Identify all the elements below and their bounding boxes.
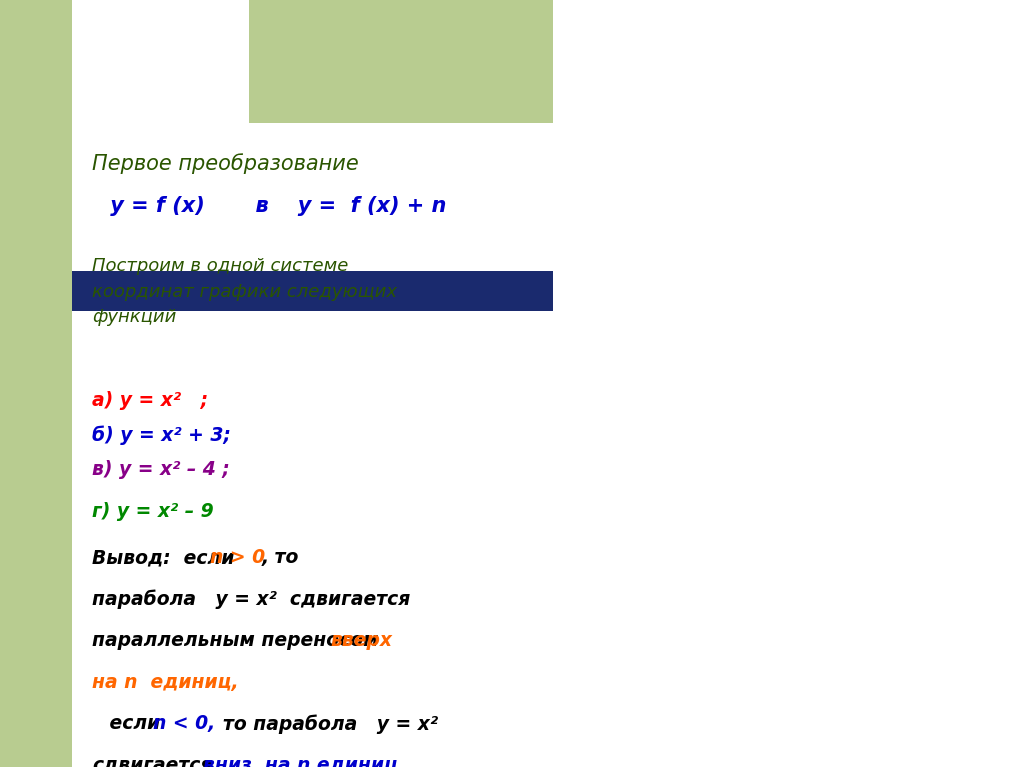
Text: n < 0,: n < 0, xyxy=(153,714,215,733)
Text: парабола   y = x²  сдвигается: парабола y = x² сдвигается xyxy=(92,590,411,610)
Text: -2: -2 xyxy=(758,446,770,459)
Text: 2: 2 xyxy=(762,304,770,317)
Text: если: если xyxy=(102,714,160,733)
Text: б) y = x² + 3;: б) y = x² + 3; xyxy=(92,426,231,446)
Text: 4: 4 xyxy=(955,390,964,403)
Text: y = f (x)       в    y =  f (x) + n: y = f (x) в y = f (x) + n xyxy=(102,196,446,216)
Text: 5: 5 xyxy=(1001,390,1010,403)
Text: Первое преобразование: Первое преобразование xyxy=(92,153,359,174)
Text: Построим в одной системе
координат графики следующих
функций: Построим в одной системе координат графи… xyxy=(92,257,397,326)
Text: параллельным переносом: параллельным переносом xyxy=(92,631,379,650)
Text: 9: 9 xyxy=(762,54,770,67)
Text: -3: -3 xyxy=(631,390,643,403)
Text: 1: 1 xyxy=(762,339,770,352)
Text: Вывод:  если: Вывод: если xyxy=(92,548,234,568)
Text: -7: -7 xyxy=(757,624,770,637)
Text: 3: 3 xyxy=(909,390,918,403)
Text: -1: -1 xyxy=(758,410,770,423)
Text: 5: 5 xyxy=(762,197,770,210)
Text: -4: -4 xyxy=(758,517,770,530)
Text: на n  единиц,: на n единиц, xyxy=(92,673,239,692)
Text: n > 0: n > 0 xyxy=(210,548,265,568)
Text: -6: -6 xyxy=(758,588,770,601)
Text: 6: 6 xyxy=(762,161,770,174)
Text: -3: -3 xyxy=(758,482,770,495)
Text: а) y = x²   ;: а) y = x² ; xyxy=(92,391,209,410)
Text: сдвигается: сдвигается xyxy=(92,755,213,767)
Text: -1: -1 xyxy=(723,390,735,403)
Text: -9: -9 xyxy=(758,695,770,708)
Text: -5: -5 xyxy=(757,552,770,565)
Text: -4: -4 xyxy=(585,390,597,403)
Text: , то: , то xyxy=(261,548,299,568)
Text: в) y = x² – 4 ;: в) y = x² – 4 ; xyxy=(92,460,230,479)
Text: вверх: вверх xyxy=(330,631,392,650)
Text: то парабола   y = x²: то парабола y = x² xyxy=(210,714,438,734)
Text: г) y = x² – 9: г) y = x² – 9 xyxy=(92,502,214,522)
Text: 4: 4 xyxy=(762,232,770,245)
Text: 10: 10 xyxy=(754,19,770,32)
Text: 8: 8 xyxy=(762,90,770,103)
Text: 2: 2 xyxy=(863,390,871,403)
Text: 7: 7 xyxy=(762,126,770,139)
Text: -8: -8 xyxy=(757,659,770,672)
Text: вниз  на n единиц.: вниз на n единиц. xyxy=(203,755,404,767)
Text: 1: 1 xyxy=(817,390,825,403)
Text: 3: 3 xyxy=(762,268,770,281)
Text: -2: -2 xyxy=(677,390,689,403)
Text: Y: Y xyxy=(783,13,795,28)
